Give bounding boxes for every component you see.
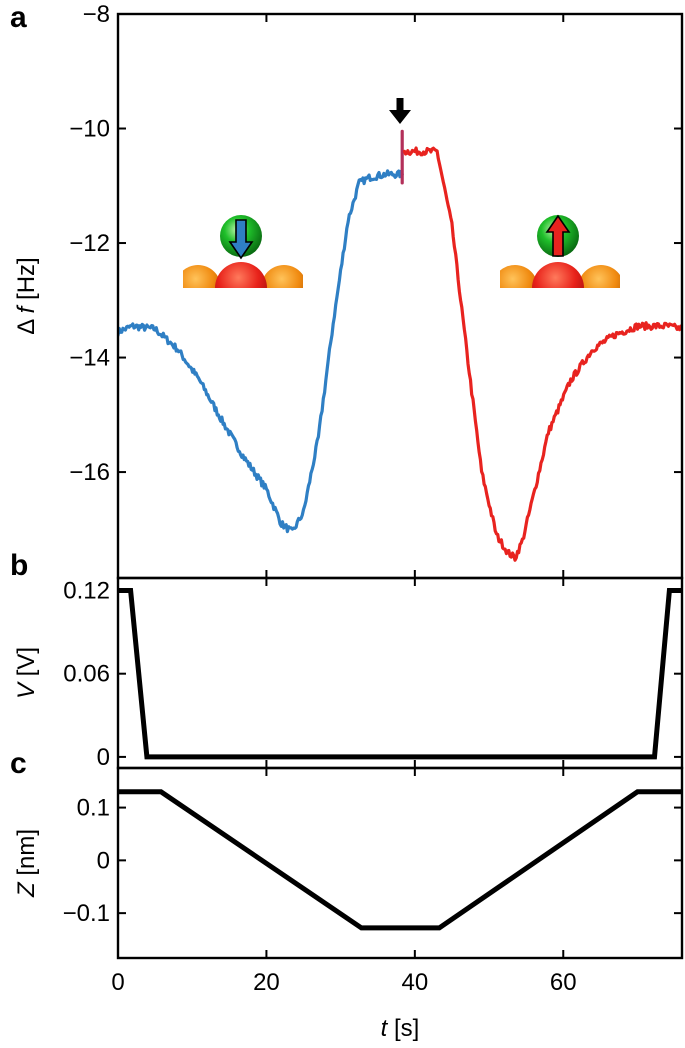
panel-b-ytick-label: 0.12 — [63, 577, 110, 604]
panel-a-series-0-line — [118, 169, 404, 534]
panel-b-ytick-label: 0 — [97, 744, 110, 771]
panel-a-traces — [118, 129, 682, 562]
panel-a-ytick-label: −12 — [69, 230, 110, 257]
panel-b-ytick-label: 0.06 — [63, 661, 110, 688]
atom-spin-down-arrow-icon — [228, 219, 254, 260]
panel-b: 0 0.06 0.12 V [V] — [13, 576, 684, 771]
panel-a-series-2-line — [402, 146, 682, 562]
panel-b-ticks: 0 0.06 0.12 — [63, 577, 682, 771]
x-axis-title: t [s] — [381, 1015, 420, 1042]
inset-antiparallel — [183, 106, 303, 288]
panel-c-ytick-label: −0.1 — [63, 900, 110, 927]
down-arrow-icon — [389, 98, 411, 124]
tip-cluster — [196, 106, 286, 186]
panel-a: −8 −10 −12 −14 −16 Δ f [Hz] — [13, 1, 684, 580]
panel-c-xtick-label: 60 — [550, 969, 577, 996]
panel-label-a: a — [10, 1, 27, 34]
tip-cluster — [513, 106, 603, 186]
inset-parallel — [500, 106, 620, 288]
substrate — [500, 262, 620, 288]
panel-b-frame — [116, 576, 684, 770]
panel-a-ytick-label: −16 — [69, 459, 110, 486]
panel-c-ytick-label: 0 — [97, 847, 110, 874]
panel-a-ytick-label: −8 — [83, 1, 110, 28]
atom-spin-up-arrow-icon — [545, 214, 571, 257]
panel-c-series-0-line — [118, 789, 682, 931]
tip-spin-up-arrow-icon — [547, 142, 569, 178]
panel-c-ticks: −0.1 0 0.1 0 20 40 60 — [63, 768, 682, 996]
panel-a-y-axis-title: Δ f [Hz] — [13, 257, 40, 334]
panel-c-ytick-label: 0.1 — [77, 795, 110, 822]
panel-b-traces — [118, 588, 682, 760]
tip-spin-up-arrow-icon — [230, 142, 252, 178]
panel-label-b: b — [10, 549, 28, 582]
panel-b-series-0-line — [118, 588, 682, 760]
substrate — [183, 262, 303, 288]
panel-c-traces — [118, 789, 682, 931]
panel-a-ytick-label: −14 — [69, 345, 110, 372]
panel-label-c: c — [10, 747, 27, 780]
panel-b-y-axis-title: V [V] — [13, 647, 40, 699]
panel-a-ticks: −8 −10 −12 −14 −16 — [69, 1, 682, 578]
panel-c-xtick-label: 20 — [253, 969, 280, 996]
panel-c-frame — [116, 766, 684, 960]
panel-a-ytick-label: −10 — [69, 116, 110, 143]
panel-c: −0.1 0 0.1 0 20 40 60 Z [nm] t [s] — [13, 766, 684, 1042]
panel-c-xtick-label: 40 — [401, 969, 428, 996]
panel-c-y-axis-title: Z [nm] — [13, 829, 40, 898]
panel-c-xtick-label: 0 — [111, 969, 124, 996]
